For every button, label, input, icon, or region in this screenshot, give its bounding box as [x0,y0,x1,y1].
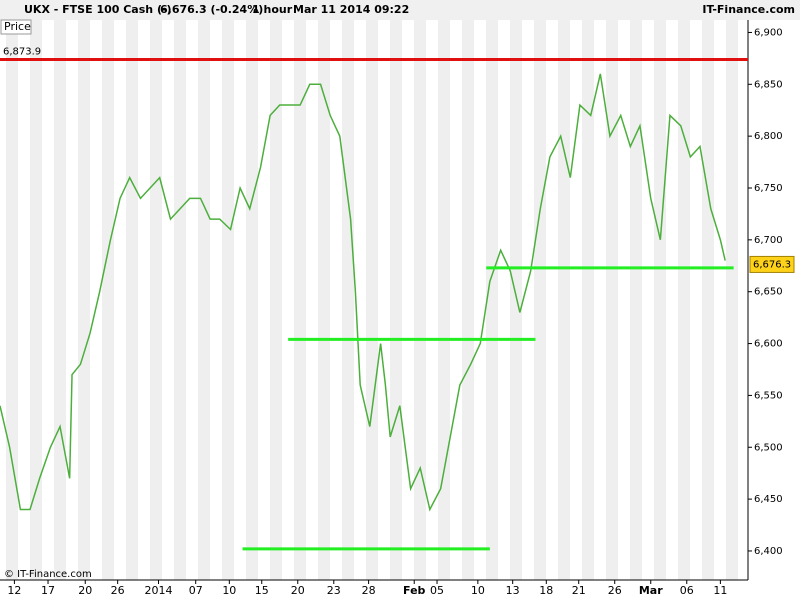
stripe [270,20,282,580]
stripe [126,20,138,580]
stripe [342,20,354,580]
x-tick-label: 05 [430,584,444,597]
stripe [366,20,378,580]
stripe [654,20,666,580]
x-tick-label: 20 [78,584,92,597]
stripe [78,20,90,580]
y-tick-label: 6,650 [754,287,783,298]
copyright: © IT-Finance.com [4,569,92,580]
interval: 1 hour [252,3,293,16]
stripe [6,20,18,580]
resistance-label: 6,873.9 [3,47,41,58]
y-tick-label: 6,450 [754,494,783,505]
stripe [198,20,210,580]
y-tick-label: 6,500 [754,442,783,453]
x-tick-label: 15 [255,584,269,597]
x-tick-label: 07 [189,584,203,597]
stripe [414,20,426,580]
stripe [606,20,618,580]
header-bar [0,0,800,20]
stripe [246,20,258,580]
x-tick-label: 2014 [144,584,172,597]
stripe [54,20,66,580]
y-tick-label: 6,550 [754,390,783,401]
stripe [390,20,402,580]
y-tick-label: 6,800 [754,131,783,142]
symbol: UKX - FTSE 100 Cash (-) [24,3,172,16]
y-tick-label: 6,750 [754,183,783,194]
datetime: Mar 11 2014 09:22 [293,3,409,16]
x-tick-label: 23 [327,584,341,597]
stripe [702,20,714,580]
x-tick-label: 13 [506,584,520,597]
stripe [678,20,690,580]
x-tick-label: Mar [639,584,663,597]
stripe [294,20,306,580]
price-line [0,73,726,512]
stripe [510,20,522,580]
stripe [726,20,738,580]
stripe [486,20,498,580]
x-tick-label: 28 [362,584,376,597]
last-price-box [749,255,795,273]
x-tick-label: 17 [41,584,55,597]
x-tick-label: 26 [608,584,622,597]
x-tick-label: 10 [471,584,485,597]
x-tick-label: 18 [539,584,553,597]
stripe [318,20,330,580]
x-tick-label: 12 [7,584,21,597]
stripe [630,20,642,580]
x-tick-label: 10 [222,584,236,597]
y-tick-label: 6,600 [754,339,783,350]
stripe [534,20,546,580]
stripe [174,20,186,580]
stripe [30,20,42,580]
x-tick-label: 06 [680,584,694,597]
y-tick-label: 6,400 [754,546,783,557]
day-stripes [6,20,738,580]
stripe [438,20,450,580]
last-price-label: 6,676.3 [753,259,791,270]
panel-label: Price [4,20,31,33]
brand: IT-Finance.com [702,3,795,16]
stripe [102,20,114,580]
panel-label-box [0,19,32,35]
x-tick-label: Feb [403,584,426,597]
stripe [462,20,474,580]
quote: 6,676.3 (-0.24%) [160,3,263,16]
stripe [582,20,594,580]
x-tick-label: 11 [713,584,727,597]
x-tick-label: 26 [111,584,125,597]
y-tick-label: 6,850 [754,79,783,90]
stripe [150,20,162,580]
x-tick-label: 21 [572,584,586,597]
y-tick-label: 6,700 [754,235,783,246]
y-tick-label: 6,900 [754,27,783,38]
x-tick-label: 20 [291,584,305,597]
stripe [222,20,234,580]
stripe [558,20,570,580]
